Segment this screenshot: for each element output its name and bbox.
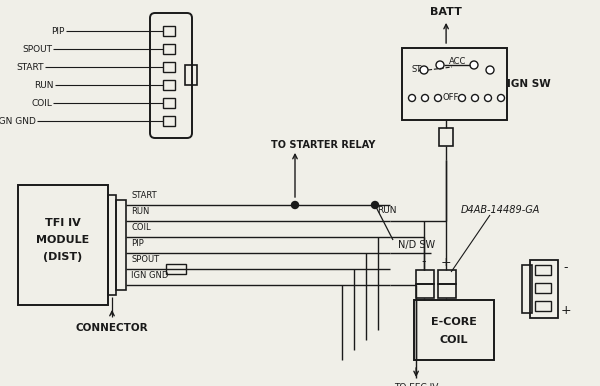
Text: START: START [131,191,157,200]
Text: ST: ST [411,66,421,74]
Bar [535,265,551,275]
Bar [185,65,197,85]
Bar [116,200,126,290]
Bar [163,26,175,36]
Bar [108,195,116,295]
Text: +: + [441,256,451,269]
Circle shape [371,201,379,208]
Bar [163,80,175,90]
Text: IGN SW: IGN SW [507,79,551,89]
Text: -: - [422,256,427,269]
Text: COIL: COIL [131,223,151,232]
Circle shape [434,95,442,102]
Circle shape [470,61,478,69]
Bar [535,301,551,311]
Bar [439,128,453,146]
Circle shape [497,95,505,102]
Bar [414,300,494,360]
Bar [163,62,175,72]
Bar [530,260,558,318]
Text: CONNECTOR: CONNECTOR [76,323,148,333]
Text: TFI IV: TFI IV [45,218,81,228]
Bar [522,265,532,313]
Circle shape [421,95,428,102]
Bar [416,270,434,284]
Text: D4AB-14489-GA: D4AB-14489-GA [460,205,539,215]
Text: TO EEC IV: TO EEC IV [394,384,438,386]
Text: RUN: RUN [377,206,397,215]
Bar [18,185,108,305]
Bar [402,48,507,120]
Text: E-CORE: E-CORE [431,317,477,327]
Bar [163,44,175,54]
Bar [163,116,175,126]
Text: START: START [17,63,44,71]
Text: (DIST): (DIST) [43,252,83,262]
Text: OFF: OFF [443,93,459,103]
Text: IGN GND: IGN GND [0,117,36,125]
Text: MODULE: MODULE [37,235,89,245]
Text: PIP: PIP [131,239,144,248]
Text: TO STARTER RELAY: TO STARTER RELAY [271,140,375,150]
Text: PIP: PIP [52,27,65,36]
Bar [166,264,186,274]
Text: SPOUT: SPOUT [131,255,159,264]
Text: RUN: RUN [35,81,54,90]
Circle shape [292,201,299,208]
Text: N/D SW: N/D SW [398,240,436,250]
Text: COIL: COIL [440,335,469,345]
Circle shape [420,66,428,74]
Circle shape [472,95,479,102]
Text: COIL: COIL [31,98,52,107]
Text: -: - [564,261,568,274]
Text: RUN: RUN [131,207,149,216]
Circle shape [436,61,444,69]
Circle shape [485,95,491,102]
Circle shape [409,95,415,102]
Bar [438,270,456,284]
Circle shape [458,95,466,102]
Text: BATT: BATT [430,7,462,17]
Text: IGN GND: IGN GND [131,271,169,280]
Bar [163,98,175,108]
Circle shape [486,66,494,74]
Bar [416,284,434,298]
Bar [535,283,551,293]
Text: ACC: ACC [449,58,467,66]
Text: +: + [560,303,571,317]
Text: SPOUT: SPOUT [22,44,52,54]
Bar [438,284,456,298]
